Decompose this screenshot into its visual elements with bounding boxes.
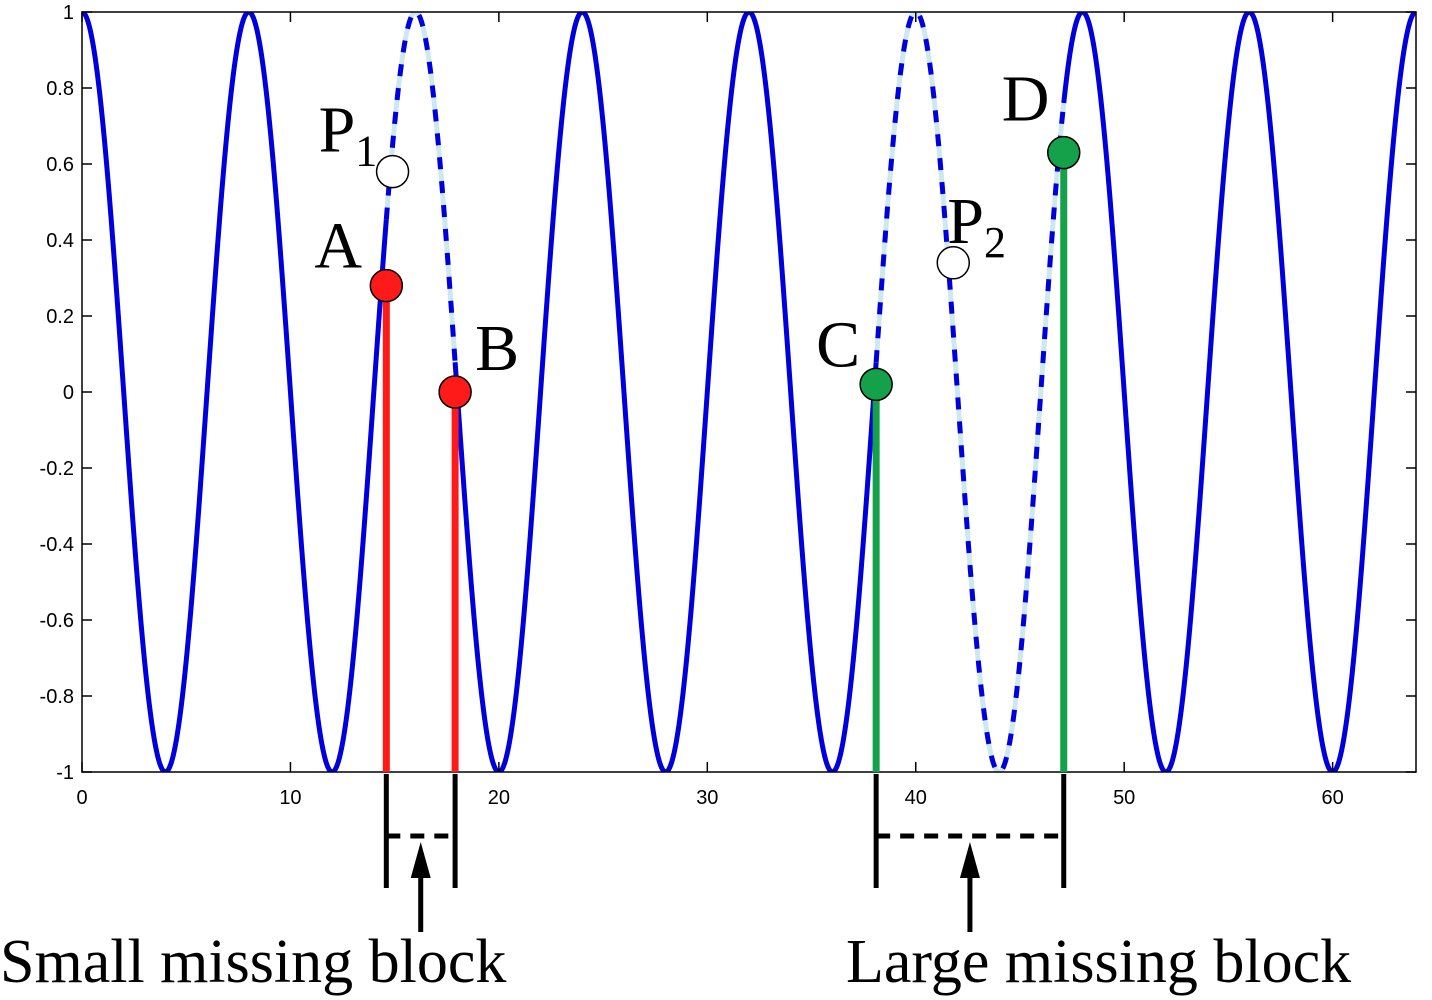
missing-segment-underlay	[873, 12, 1067, 772]
point-label-subscript: 1	[355, 127, 377, 176]
missing-block-annotations: Small missing block Large missing block	[0, 774, 1351, 996]
x-tick-label: 40	[905, 787, 927, 809]
y-tick-label: -0.4	[40, 534, 74, 556]
block-caption-large: Large missing block	[846, 928, 1351, 996]
point-marker-P1	[375, 154, 410, 189]
block-arrow-head-large	[959, 842, 980, 878]
x-tick-label: 10	[279, 787, 301, 809]
x-tick-label: 30	[696, 787, 718, 809]
y-tick-label: 0.6	[46, 154, 74, 176]
marked-points: A B C D P1 P2	[314, 63, 1081, 772]
point-label-B: B	[475, 312, 519, 385]
y-tick-label: -0.2	[40, 458, 74, 480]
point-label-P1: P1	[319, 94, 378, 176]
axes-frame	[81, 11, 1417, 773]
axes: 0 10 20 30 40 50 60 -1 -0.8 -0.6 -0.4 -0.2 0 0.2 0.4 0.…	[40, 2, 1417, 809]
y-tick-label: 0.8	[46, 78, 74, 100]
y-tick-label: -0.6	[40, 610, 74, 632]
point-marker-D	[1046, 135, 1081, 170]
point-label-D: D	[1002, 63, 1050, 136]
x-tick-label: 50	[1113, 787, 1135, 809]
point-marker-B	[438, 375, 472, 409]
point-marker-A	[369, 268, 404, 303]
x-tick-label: 60	[1322, 787, 1344, 809]
plot-area	[82, 12, 1416, 772]
y-tick-label: -1	[56, 762, 74, 784]
signal-line-segment	[82, 12, 389, 772]
point-label-C: C	[816, 308, 860, 381]
point-label-subscript: 2	[984, 218, 1006, 267]
signal-line-segment	[452, 12, 879, 772]
missing-segment-dashed	[383, 12, 458, 363]
point-label-A: A	[314, 210, 362, 283]
block-caption-small: Small missing block	[0, 928, 506, 996]
point-label-P2: P2	[947, 185, 1006, 267]
block-arrow-head-small	[410, 842, 431, 878]
y-tick-label: 1	[63, 2, 74, 24]
point-marker-P2	[936, 246, 971, 280]
y-tick-label: 0	[63, 382, 74, 404]
x-tick-label: 20	[488, 787, 510, 809]
x-tick-label: 0	[76, 787, 87, 809]
signal-line-segment	[1061, 12, 1416, 772]
y-tick-label: 0.2	[46, 306, 74, 328]
y-tick-label: 0.4	[46, 230, 74, 252]
y-tick-label: -0.8	[40, 686, 74, 708]
point-marker-C	[859, 367, 893, 402]
